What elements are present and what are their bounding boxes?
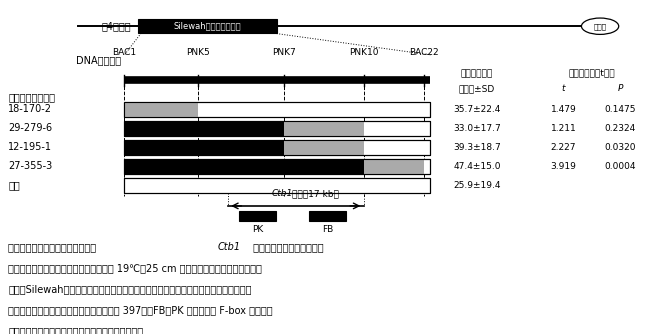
Text: 27-355-3: 27-355-3 <box>8 161 52 171</box>
Text: 1.479: 1.479 <box>550 105 576 114</box>
Text: FB: FB <box>322 225 333 234</box>
Text: 3.919: 3.919 <box>550 162 576 171</box>
Bar <box>239 211 276 221</box>
Text: 黒は「Silewah」由来染色体領域。灰色はこの領域内で組換えが起こっていることを示: 黒は「Silewah」由来染色体領域。灰色はこの領域内で組換えが起こっていること… <box>8 285 252 295</box>
Bar <box>364 159 424 174</box>
Text: BAC22: BAC22 <box>409 48 439 57</box>
Text: 領域（17 kb）: 領域（17 kb） <box>293 189 339 198</box>
Bar <box>124 159 430 174</box>
Bar <box>124 140 430 155</box>
Text: 図１．穂ばらみ期耐冷性遺伝子座: 図１．穂ばらみ期耐冷性遺伝子座 <box>8 242 100 253</box>
Bar <box>124 159 364 174</box>
Bar <box>124 140 430 155</box>
Text: 2.227: 2.227 <box>550 143 576 152</box>
Text: 0.2324: 0.2324 <box>605 124 636 133</box>
Text: 質遺伝子、タンパク質リン酸化酵素遺伝子を示す。: 質遺伝子、タンパク質リン酸化酵素遺伝子を示す。 <box>8 327 143 334</box>
Text: Ctb1: Ctb1 <box>271 189 293 198</box>
Bar <box>124 178 430 193</box>
Text: PNK7: PNK7 <box>273 48 296 57</box>
Bar <box>124 102 198 117</box>
Text: PK: PK <box>252 225 263 234</box>
Text: 47.4±15.0: 47.4±15.0 <box>454 162 501 171</box>
Text: 第4染色体: 第4染色体 <box>102 21 131 31</box>
Bar <box>124 178 430 193</box>
Text: 低温処理後の: 低温処理後の <box>461 69 493 78</box>
Circle shape <box>581 18 619 34</box>
Text: 準同質遺伝子系統: 準同質遺伝子系統 <box>8 92 55 102</box>
Bar <box>284 140 364 155</box>
Text: DNAマーカー: DNAマーカー <box>76 55 121 65</box>
Text: BAC1: BAC1 <box>112 48 136 57</box>
Text: 0.0004: 0.0004 <box>605 162 636 171</box>
Bar <box>124 121 430 136</box>
Bar <box>124 121 284 136</box>
Bar <box>309 211 345 221</box>
Text: 18-170-2: 18-170-2 <box>8 105 52 115</box>
Text: Ctb1: Ctb1 <box>218 242 240 253</box>
Bar <box>124 140 284 155</box>
Bar <box>124 121 430 136</box>
Text: 稔実率±SD: 稔実率±SD <box>459 84 495 93</box>
Text: 35.7±22.4: 35.7±22.4 <box>454 105 501 114</box>
Text: 対照: 対照 <box>8 180 20 190</box>
Bar <box>124 159 430 174</box>
Text: 0.0320: 0.0320 <box>605 143 636 152</box>
Bar <box>124 102 430 117</box>
Text: 29-279-6: 29-279-6 <box>8 124 52 134</box>
Text: す。準同質遺伝子系統の反復親は「きらら 397」。FB、PK はそれぞれ F-box タンパク: す。準同質遺伝子系統の反復親は「きらら 397」。FB、PK はそれぞれ F-b… <box>8 306 273 316</box>
Text: のマッピングと候補遺伝子: のマッピングと候補遺伝子 <box>250 242 323 253</box>
Text: 1.211: 1.211 <box>550 124 576 133</box>
Text: 39.3±18.7: 39.3±18.7 <box>453 143 501 152</box>
Text: 12-195-1: 12-195-1 <box>8 143 52 152</box>
Bar <box>284 121 364 136</box>
Bar <box>138 19 277 33</box>
Text: t: t <box>562 84 565 93</box>
Text: 低温処理は幼穂形成期から出穂完了まで 19℃、25 cm の冷水深水処理により行った。: 低温処理は幼穂形成期から出穂完了まで 19℃、25 cm の冷水深水処理により行… <box>8 264 262 274</box>
Bar <box>124 102 430 117</box>
Text: P: P <box>617 84 623 93</box>
Text: PNK10: PNK10 <box>349 48 379 57</box>
Text: 25.9±19.4: 25.9±19.4 <box>454 181 501 190</box>
Text: 0.1475: 0.1475 <box>605 105 636 114</box>
Text: 動原体: 動原体 <box>594 23 607 29</box>
Text: Silewah由来染色体領域: Silewah由来染色体領域 <box>174 22 241 31</box>
Text: 対照との差のt検定: 対照との差のt検定 <box>568 69 615 78</box>
Text: PNK5: PNK5 <box>186 48 210 57</box>
Text: 33.0±17.7: 33.0±17.7 <box>453 124 501 133</box>
